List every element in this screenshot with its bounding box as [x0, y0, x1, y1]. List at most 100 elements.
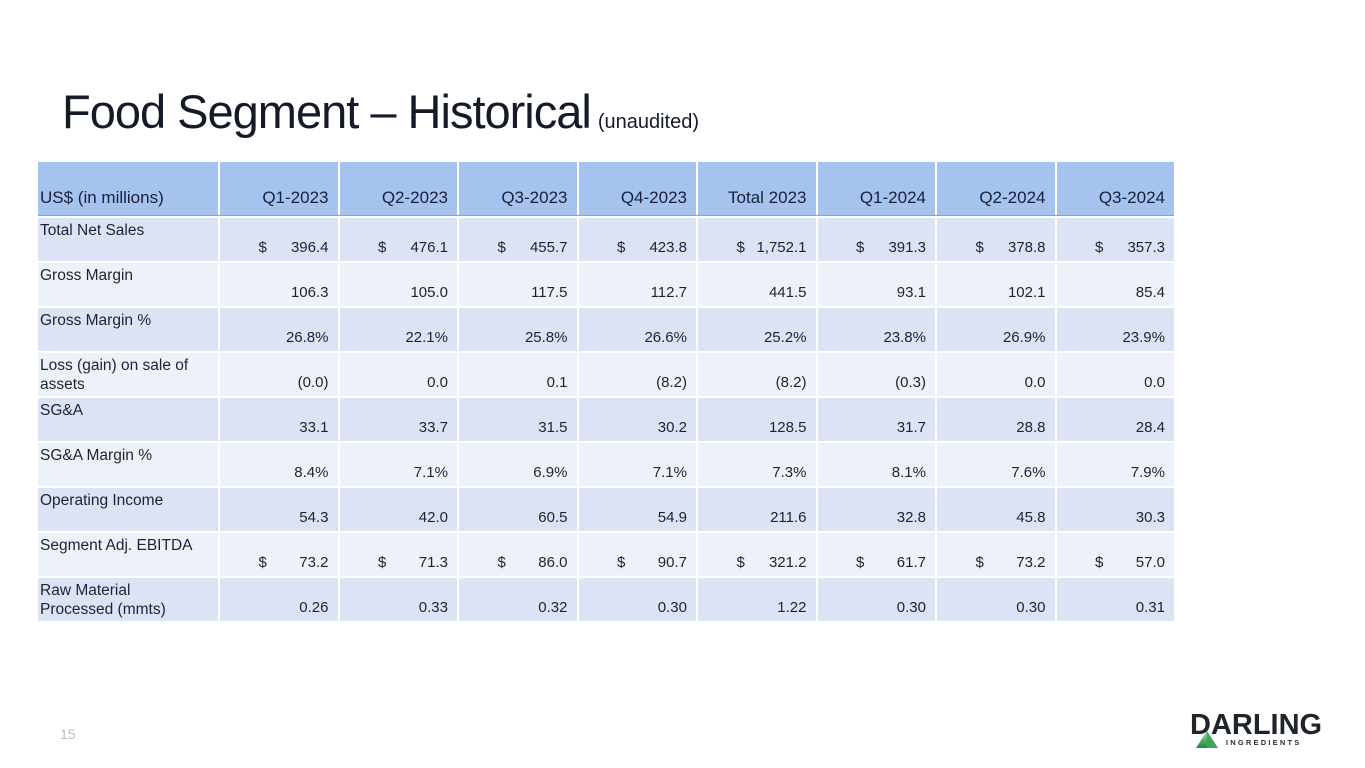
- cell-value: 0.32: [457, 578, 577, 621]
- cell-value: 0.1: [457, 353, 577, 396]
- currency-symbol: $: [1095, 239, 1104, 256]
- cell-value: 26.9%: [935, 308, 1055, 351]
- table-row: Loss (gain) on sale of assets (0.0) 0.0 0.1…: [38, 353, 1174, 396]
- cell-value: 31.5: [457, 398, 577, 441]
- header-cell: Q3-2023: [457, 162, 577, 215]
- row-label: Raw Material Processed (mmts): [40, 582, 166, 619]
- currency-symbol: $: [736, 554, 745, 571]
- cell-value: 26.8%: [218, 308, 338, 351]
- cell-value: 106.3: [218, 263, 338, 306]
- cell-value: 93.1: [815, 263, 936, 306]
- cell-value: 0.30: [815, 578, 936, 621]
- cell-number: 378.8: [1007, 239, 1046, 256]
- cell-value: $396.4: [218, 218, 338, 261]
- darling-logo: DARLING INGREDIENTS: [1190, 711, 1322, 748]
- title-unaudited-note: (unaudited): [597, 111, 699, 133]
- cell-value: 102.1: [935, 263, 1055, 306]
- cell-value: 7.1%: [337, 443, 458, 486]
- table-row: Raw Material Processed (mmts) 0.26 0.33 0.3…: [38, 578, 1174, 621]
- currency-symbol: $: [258, 554, 267, 571]
- cell-value: 23.9%: [1054, 308, 1175, 351]
- cell-value: (0.0): [218, 353, 338, 396]
- table-row: SG&A 33.1 33.7 31.5 30.2 128.5 31.7 28.8 28.4: [38, 398, 1174, 441]
- header-cell: Q3-2024: [1054, 162, 1175, 215]
- cell-value: 0.0: [935, 353, 1055, 396]
- cell-value: 85.4: [1054, 263, 1175, 306]
- cell-value: 8.1%: [815, 443, 936, 486]
- row-label: Gross Margin: [40, 267, 134, 284]
- currency-symbol: $: [258, 239, 267, 256]
- cell-value: 33.1: [218, 398, 338, 441]
- cell-value: $391.3: [815, 218, 936, 261]
- cell-number: 357.3: [1127, 239, 1165, 256]
- currency-symbol: $: [975, 239, 984, 256]
- cell-number: 73.2: [299, 554, 329, 571]
- logo-triangle-icon: [1196, 731, 1218, 748]
- table-row: Gross Margin % 26.8% 22.1% 25.8% 26.6% 25.2% 2…: [38, 308, 1174, 351]
- cell-value: 8.4%: [218, 443, 338, 486]
- currency-symbol: $: [1095, 554, 1104, 571]
- table-row: SG&A Margin % 8.4% 7.1% 6.9% 7.1% 7.3% 8.1% 7.6…: [38, 443, 1174, 486]
- cell-number: 396.4: [290, 239, 329, 256]
- cell-value: $357.3: [1054, 218, 1175, 261]
- row-label: Segment Adj. EBITDA: [40, 537, 193, 554]
- cell-value: 0.31: [1054, 578, 1175, 621]
- cell-value: 28.4: [1054, 398, 1175, 441]
- cell-value: 33.7: [337, 398, 458, 441]
- cell-value: $321.2: [696, 533, 816, 576]
- cell-value: 1.22: [696, 578, 816, 621]
- cell-value: 54.9: [576, 488, 697, 531]
- cell-value: 54.3: [218, 488, 338, 531]
- page-title: Food Segment – Historical (unaudited): [62, 84, 699, 139]
- cell-value: 45.8: [935, 488, 1055, 531]
- header-cell: Q2-2024: [935, 162, 1055, 215]
- cell-value: 30.2: [576, 398, 697, 441]
- cell-value: $378.8: [935, 218, 1055, 261]
- cell-number: 86.0: [538, 554, 568, 571]
- currency-symbol: $: [736, 239, 745, 256]
- cell-value: 0.0: [1054, 353, 1175, 396]
- cell-value: 42.0: [337, 488, 458, 531]
- cell-number: 391.3: [888, 239, 926, 256]
- cell-value: $57.0: [1054, 533, 1175, 576]
- row-label: Total Net Sales: [40, 222, 145, 239]
- cell-value: 30.3: [1054, 488, 1175, 531]
- cell-number: 61.7: [896, 554, 926, 571]
- table-row: Operating Income 54.3 42.0 60.5 54.9 211.6 32.…: [38, 488, 1174, 531]
- cell-value: 25.2%: [696, 308, 816, 351]
- currency-symbol: $: [497, 554, 506, 571]
- cell-number: 455.7: [529, 239, 568, 256]
- cell-value: 32.8: [815, 488, 936, 531]
- cell-value: $73.2: [935, 533, 1055, 576]
- cell-value: 22.1%: [337, 308, 458, 351]
- row-label: Operating Income: [40, 492, 164, 509]
- table-row: Segment Adj. EBITDA $73.2 $71.3 $86.0 $90.7 $…: [38, 533, 1174, 576]
- cell-value: 112.7: [576, 263, 697, 306]
- currency-symbol: $: [975, 554, 984, 571]
- financial-table: US$ (in millions) Q1-2023 Q2-2023 Q3-2023 Q4…: [38, 162, 1174, 621]
- cell-number: 321.2: [768, 554, 807, 571]
- cell-value: 26.6%: [576, 308, 697, 351]
- cell-value: 23.8%: [815, 308, 936, 351]
- header-cell-units-label: US$ (in millions): [40, 188, 164, 207]
- currency-symbol: $: [617, 554, 626, 571]
- cell-value: 6.9%: [457, 443, 577, 486]
- table-header-row: US$ (in millions) Q1-2023 Q2-2023 Q3-2023 Q4…: [38, 162, 1174, 216]
- cell-number: 90.7: [657, 554, 687, 571]
- cell-value: 105.0: [337, 263, 458, 306]
- cell-value: 7.1%: [576, 443, 697, 486]
- cell-number: 57.0: [1135, 554, 1165, 571]
- cell-value: 211.6: [696, 488, 816, 531]
- cell-value: $455.7: [457, 218, 577, 261]
- cell-value: $73.2: [218, 533, 338, 576]
- currency-symbol: $: [378, 239, 387, 256]
- page-title-text: Food Segment – Historical: [62, 85, 592, 138]
- header-cell: Q1-2024: [815, 162, 936, 215]
- currency-symbol: $: [378, 554, 387, 571]
- cell-value: 128.5: [696, 398, 816, 441]
- cell-number: 476.1: [410, 239, 448, 256]
- cell-value: $423.8: [576, 218, 697, 261]
- row-label: SG&A Margin %: [40, 447, 152, 464]
- cell-value: 0.30: [576, 578, 697, 621]
- header-cell: Q4-2023: [576, 162, 697, 215]
